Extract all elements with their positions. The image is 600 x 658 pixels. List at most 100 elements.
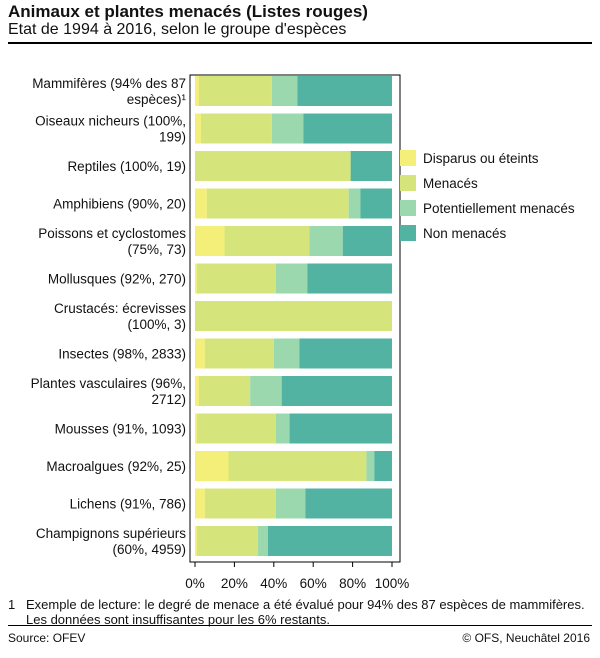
x-tick-label: 20% bbox=[221, 576, 248, 591]
bar-group bbox=[195, 76, 392, 106]
category-label: Mammifères (94% des 87 espèces)¹ bbox=[32, 76, 186, 107]
bar-segment bbox=[196, 263, 276, 294]
category-label-line: Crustacés: écrevisses bbox=[54, 301, 186, 316]
bar-segment bbox=[299, 338, 392, 369]
bar-segment bbox=[342, 226, 392, 256]
category-label-line: Mollusques (92%, 270) bbox=[48, 272, 186, 287]
top-rule bbox=[8, 42, 592, 44]
bar-group bbox=[195, 488, 392, 519]
bar-segment bbox=[348, 188, 361, 219]
footnote: 1 Exemple de lecture: le degré de menace … bbox=[8, 597, 585, 627]
category-label: Insectes (98%, 2833) bbox=[58, 347, 186, 362]
category-label: Macroalgues (92%, 25) bbox=[46, 459, 186, 474]
bar-segment bbox=[267, 526, 392, 556]
copyright-text: © OFS, Neuchâtel 2016 bbox=[462, 631, 590, 645]
category-label: Champignons supérieurs (60%, 4959) bbox=[36, 526, 186, 557]
bar-segment bbox=[250, 376, 282, 406]
bar-segment bbox=[198, 76, 272, 106]
bar-segment bbox=[196, 413, 276, 444]
x-tick-label: 60% bbox=[300, 576, 327, 591]
footnote-text-1: Exemple de lecture: le degré de menace a… bbox=[26, 597, 585, 612]
chart-title: Animaux et plantes menacés (Listes rouge… bbox=[8, 2, 368, 21]
bar-segment bbox=[195, 151, 351, 181]
category-label: Lichens (91%, 786) bbox=[70, 497, 186, 512]
bar-segment bbox=[200, 113, 272, 144]
bar-segment bbox=[196, 526, 259, 556]
bar-segment bbox=[195, 113, 201, 144]
category-label-line: Macroalgues (92%, 25) bbox=[46, 459, 186, 474]
category-label-line: Insectes (98%, 2833) bbox=[58, 347, 186, 362]
bar-segment bbox=[305, 488, 392, 519]
bar-segment bbox=[273, 338, 300, 369]
bar-segment bbox=[204, 488, 276, 519]
category-label-line: espèces)¹ bbox=[127, 92, 187, 107]
bar-group bbox=[195, 338, 392, 369]
category-label: Mollusques (92%, 270) bbox=[48, 272, 186, 287]
bar-segment bbox=[195, 526, 197, 556]
bar-segment bbox=[195, 413, 197, 444]
bar-segment bbox=[275, 488, 306, 519]
category-label-line: (60%, 4959) bbox=[112, 542, 186, 557]
category-label-line: Mammifères (94% des 87 bbox=[32, 76, 186, 91]
bar-segment bbox=[360, 188, 392, 219]
legend-swatch bbox=[400, 150, 416, 166]
category-label: Mousses (91%, 1093) bbox=[55, 422, 186, 437]
legend-label: Non menacés bbox=[423, 226, 507, 241]
bar-segment bbox=[195, 488, 205, 519]
bar-segment bbox=[195, 451, 229, 481]
bar-segment bbox=[204, 338, 274, 369]
bar-group bbox=[195, 451, 392, 481]
stacked-bar-chart: Mammifères (94% des 87 espèces)¹ Oiseaux n… bbox=[31, 74, 575, 591]
legend-swatch bbox=[400, 200, 416, 216]
footnote-line-1: 1 Exemple de lecture: le degré de menace … bbox=[8, 597, 585, 612]
category-label: Oiseaux nicheurs (100%, 199) bbox=[35, 114, 186, 145]
bar-group bbox=[195, 263, 392, 294]
bar-segment bbox=[275, 413, 290, 444]
category-label-line: 2712) bbox=[151, 392, 186, 407]
bar-group bbox=[195, 188, 392, 219]
bar-segment bbox=[275, 263, 308, 294]
bar-segment bbox=[258, 526, 268, 556]
category-label-line: Champignons supérieurs bbox=[36, 526, 186, 541]
bar-segment bbox=[307, 263, 392, 294]
category-label: Amphibiens (90%, 20) bbox=[53, 197, 186, 212]
bar-segment bbox=[198, 376, 251, 406]
legend-label: Disparus ou éteints bbox=[423, 151, 539, 166]
category-label: Poissons et cyclostomes (75%, 73) bbox=[38, 226, 186, 257]
legend-swatch bbox=[400, 225, 416, 241]
bar-segment bbox=[366, 451, 375, 481]
bar-segment bbox=[350, 151, 392, 181]
bar-segment bbox=[297, 76, 392, 106]
bottom-rule bbox=[8, 625, 592, 626]
bar-segment bbox=[374, 451, 392, 481]
bar-segment bbox=[289, 413, 392, 444]
category-label-line: (100%, 3) bbox=[127, 317, 186, 332]
bar-segment bbox=[228, 451, 367, 481]
bar-group bbox=[195, 526, 392, 556]
bar-group bbox=[195, 301, 392, 331]
category-label: Reptiles (100%, 19) bbox=[67, 159, 186, 174]
bar-segment bbox=[195, 263, 197, 294]
legend-label: Menacés bbox=[423, 176, 478, 191]
category-label-line: Mousses (91%, 1093) bbox=[55, 422, 186, 437]
bar-segment bbox=[195, 226, 225, 256]
bar-segment bbox=[195, 301, 392, 331]
bar-group bbox=[195, 226, 392, 256]
footnote-text-2: Les données sont insuffisantes pour les … bbox=[26, 612, 331, 627]
category-label-line: (75%, 73) bbox=[127, 242, 186, 257]
category-label-line: Amphibiens (90%, 20) bbox=[53, 197, 186, 212]
bar-segment bbox=[271, 76, 298, 106]
bar-segment bbox=[195, 76, 199, 106]
category-label-line: Oiseaux nicheurs (100%, bbox=[35, 114, 186, 129]
category-label-line: Poissons et cyclostomes bbox=[38, 226, 186, 241]
category-label-line: 199) bbox=[159, 130, 186, 145]
bar-group bbox=[195, 413, 392, 444]
x-tick-label: 0% bbox=[185, 576, 205, 591]
x-tick-label: 80% bbox=[339, 576, 366, 591]
category-label: Crustacés: écrevisses (100%, 3) bbox=[54, 301, 186, 332]
bar-group bbox=[195, 376, 392, 406]
bar-segment bbox=[195, 338, 205, 369]
source-text: Source: OFEV bbox=[8, 631, 86, 645]
bar-segment bbox=[281, 376, 392, 406]
bar-segment bbox=[309, 226, 343, 256]
